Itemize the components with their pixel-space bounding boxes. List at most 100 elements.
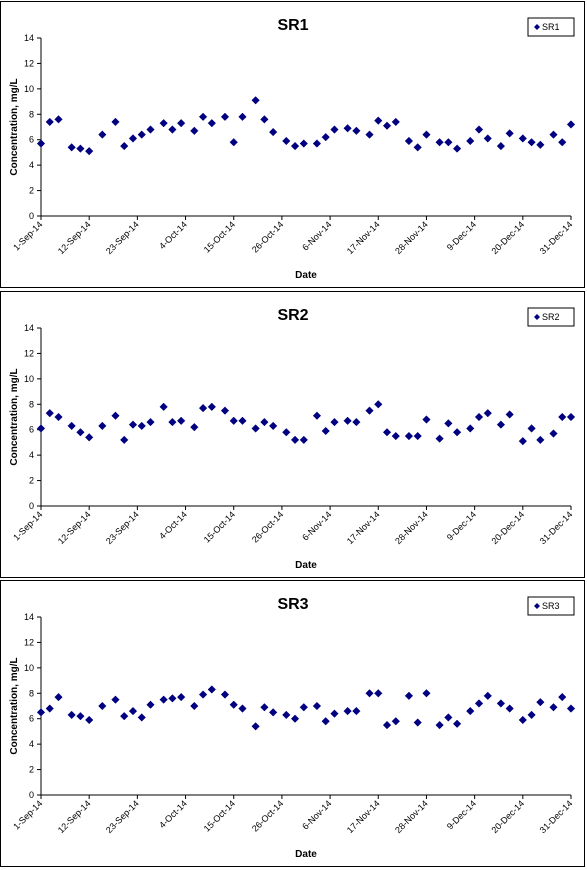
x-tick-label: 31-Dec-14 — [538, 219, 575, 256]
data-point — [67, 710, 76, 720]
x-tick-label: 4-Oct-14 — [157, 509, 189, 541]
data-point — [422, 689, 431, 698]
data-point — [190, 701, 199, 711]
data-point — [505, 410, 514, 419]
data-point — [330, 125, 339, 134]
data-point — [466, 706, 475, 716]
data-point — [85, 715, 94, 725]
data-point — [168, 125, 177, 134]
y-tick-label: 6 — [29, 714, 34, 724]
data-point — [330, 709, 339, 718]
data-point — [260, 417, 269, 427]
data-point — [496, 699, 506, 708]
data-point — [98, 701, 107, 711]
data-point — [168, 417, 177, 427]
data-point — [312, 139, 322, 148]
data-point — [268, 421, 278, 431]
data-point — [190, 423, 199, 432]
data-point — [321, 717, 330, 726]
chart-panel-sr3: SR3 0 2 4 6 8 10 12 14 1-Sep-14 12-Sep-14 23-Sep-14… — [0, 580, 585, 867]
data-points — [36, 685, 576, 731]
y-axis-label: Concentration, mg/L — [9, 78, 20, 175]
data-point — [549, 703, 558, 712]
data-point — [343, 124, 352, 133]
data-point — [268, 708, 278, 717]
data-point — [365, 689, 374, 698]
data-point — [260, 115, 269, 124]
data-point — [343, 706, 352, 716]
legend-label: SR2 — [542, 312, 560, 322]
data-point — [566, 120, 576, 129]
data-point — [251, 424, 260, 433]
x-tick-label: 20-Dec-14 — [489, 219, 526, 256]
data-point — [45, 117, 54, 127]
x-tick-label: 1-Sep-14 — [11, 798, 44, 831]
data-point — [391, 717, 400, 726]
legend-label: SR3 — [542, 601, 560, 611]
legend-label: SR1 — [542, 22, 560, 32]
data-point — [505, 704, 514, 713]
data-point — [190, 126, 199, 135]
data-point — [422, 130, 431, 139]
y-tick-label: 10 — [24, 374, 34, 384]
data-point — [505, 129, 514, 138]
y-tick-label: 6 — [29, 425, 34, 435]
data-point — [422, 415, 431, 424]
data-point — [198, 112, 208, 121]
data-point — [391, 431, 400, 441]
data-point — [435, 720, 444, 730]
data-point — [282, 428, 291, 437]
x-tick-label: 28-Nov-14 — [393, 798, 430, 835]
data-points — [36, 96, 576, 156]
x-tick-label: 9-Dec-14 — [445, 219, 478, 252]
x-tick-label: 1-Sep-14 — [11, 509, 44, 542]
data-point — [474, 412, 484, 422]
data-point — [146, 700, 155, 709]
data-point — [220, 406, 230, 415]
data-point — [444, 419, 453, 428]
data-point — [290, 141, 300, 151]
x-axis-label: Date — [295, 560, 317, 571]
data-point — [444, 138, 453, 147]
data-point — [536, 140, 545, 149]
x-tick-label: 12-Sep-14 — [56, 219, 93, 256]
data-point — [290, 714, 300, 723]
data-point — [452, 428, 462, 437]
data-point — [45, 409, 54, 418]
chart-panel-sr2: SR2 0 2 4 6 8 10 12 14 1-Sep-14 12-Sep-14 23-Sep-14… — [0, 291, 585, 578]
data-point — [177, 119, 186, 128]
data-point — [518, 437, 527, 446]
data-point — [558, 412, 567, 422]
data-point — [374, 400, 383, 409]
data-point — [137, 421, 146, 431]
data-point — [496, 420, 506, 429]
y-tick-label: 0 — [29, 211, 34, 221]
data-point — [76, 144, 85, 153]
data-point — [207, 402, 216, 411]
y-tick-label: 4 — [29, 160, 34, 170]
data-point — [483, 691, 492, 700]
data-point — [413, 718, 422, 727]
data-point — [352, 417, 361, 427]
x-axis-label: Date — [295, 270, 317, 281]
data-point — [177, 416, 186, 425]
x-tick-label: 28-Nov-14 — [393, 219, 430, 256]
legend: SR1 — [527, 17, 575, 37]
data-point — [198, 403, 208, 413]
y-tick-label: 0 — [29, 501, 34, 511]
data-point — [518, 134, 527, 143]
data-point — [558, 692, 567, 702]
data-point — [518, 715, 527, 725]
chart-title: SR3 — [277, 596, 308, 613]
data-point — [111, 411, 120, 420]
legend: SR3 — [527, 596, 575, 616]
data-point — [299, 435, 308, 445]
data-point — [229, 416, 238, 425]
data-point — [527, 138, 536, 147]
data-point — [404, 691, 414, 700]
data-point — [120, 141, 129, 151]
data-point — [238, 112, 247, 121]
data-point — [352, 126, 361, 135]
x-tick-label: 15-Oct-14 — [202, 798, 237, 833]
x-tick-label: 15-Oct-14 — [202, 219, 237, 254]
